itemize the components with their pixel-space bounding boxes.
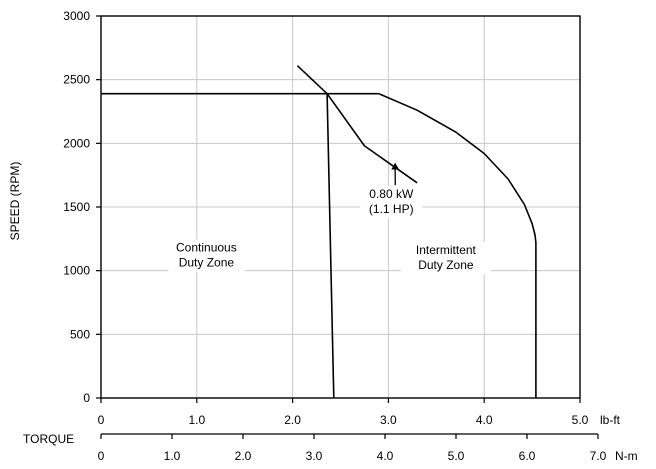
x-tick-label: 5.0 — [572, 413, 589, 427]
continuous-zone-line-1: Continuous — [176, 241, 237, 255]
y-tick-label: 2500 — [63, 73, 90, 87]
x-axis-primary-unit: lb-ft — [600, 413, 621, 427]
power-label-line-1: 0.80 kW — [369, 187, 414, 201]
x-axis-secondary: 0 1.0 2.0 3.0 4.0 5.0 6.0 7.0 — [98, 433, 607, 463]
y-axis-label: SPEED (RPM) — [8, 162, 22, 241]
y-tick-label: 1500 — [63, 200, 90, 214]
intermittent-zone-line-1: Intermittent — [416, 243, 477, 257]
x-axis-primary-ticks: 0 1.0 2.0 3.0 4.0 5.0 — [98, 398, 589, 427]
x2-tick-label: 3.0 — [306, 449, 323, 463]
x2-tick-label: 0 — [98, 449, 105, 463]
y-tick-label: 0 — [83, 391, 90, 405]
x2-tick-label: 4.0 — [377, 449, 394, 463]
y-tick-label: 500 — [70, 327, 90, 341]
grid-lines — [101, 16, 580, 398]
continuous-zone-background — [168, 239, 245, 272]
plot-curves — [101, 65, 537, 399]
y-tick-label: 1000 — [63, 264, 90, 278]
x-axis-secondary-unit: N-m — [615, 449, 638, 463]
x-tick-label: 1.0 — [188, 413, 205, 427]
y-tick-label: 3000 — [63, 9, 90, 23]
x-axis-label: TORQUE — [23, 432, 74, 446]
power-curve-curve — [296, 65, 418, 184]
continuous-boundary-curve — [326, 93, 335, 399]
x-tick-label: 4.0 — [476, 413, 493, 427]
power-label-background — [360, 186, 423, 219]
intermittent-zone-line-2: Duty Zone — [418, 258, 474, 272]
intermittent-boundary-curve — [101, 92, 537, 398]
x2-tick-label: 1.0 — [164, 449, 181, 463]
x-tick-label: 0 — [98, 413, 105, 427]
intermittent-zone-background — [400, 242, 491, 275]
x2-tick-label: 2.0 — [235, 449, 252, 463]
x-tick-label: 2.0 — [284, 413, 301, 427]
y-tick-label: 2000 — [63, 136, 90, 150]
continuous-zone-line-2: Duty Zone — [179, 256, 235, 270]
x-tick-label: 3.0 — [380, 413, 397, 427]
x2-tick-label: 5.0 — [448, 449, 465, 463]
power-label-line-2: (1.1 HP) — [369, 202, 414, 216]
y-axis-ticks: 0 500 1000 1500 2000 2500 3000 — [63, 9, 101, 405]
x2-tick-label: 6.0 — [519, 449, 536, 463]
x2-tick-label: 7.0 — [590, 449, 607, 463]
